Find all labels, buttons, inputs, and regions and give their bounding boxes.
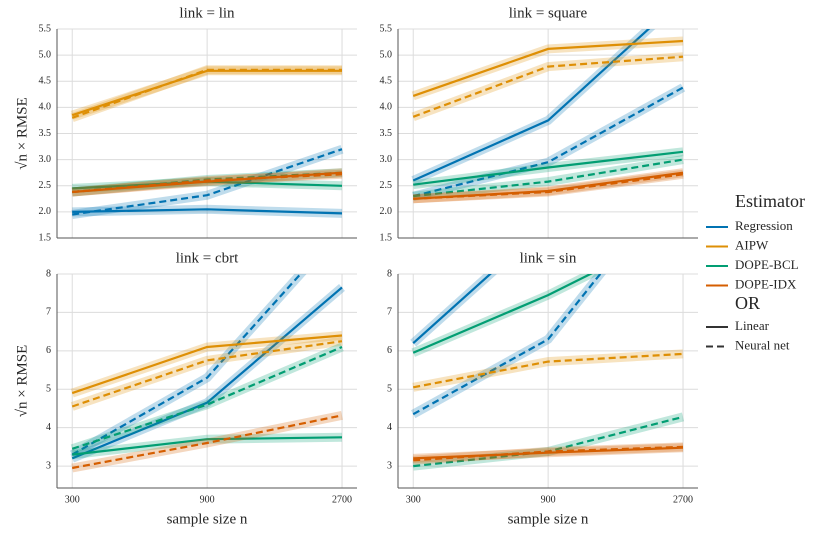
panel-title: link = cbrt	[176, 250, 239, 266]
y-tick-label: 4.5	[39, 76, 52, 87]
y-axis-label: √n × RMSE	[14, 97, 30, 170]
series-line	[71, 334, 343, 395]
panel: link = sin 3 4 5 6 7 8 300 900 2700 sample size n	[387, 250, 698, 527]
series-line	[72, 208, 343, 215]
series-group	[70, 65, 344, 219]
y-tick-label: 4.0	[380, 102, 393, 113]
x-tick-label: 900	[541, 494, 556, 505]
y-tick-label: 8	[387, 268, 392, 279]
y-tick-label: 2.5	[380, 180, 393, 191]
y-tick-label: 5.5	[380, 23, 393, 34]
legend-label: AIPW	[735, 237, 769, 252]
series-line	[72, 173, 343, 194]
series-line	[71, 274, 302, 456]
panel-title: link = sin	[520, 250, 577, 266]
y-tick-label: 2.0	[380, 206, 393, 217]
series-line	[71, 414, 343, 470]
series-line	[413, 158, 684, 198]
y-tick-label: 5	[387, 384, 392, 395]
series-line	[71, 340, 343, 408]
y-tick-label: 3	[387, 460, 392, 471]
y-tick-label: 6	[46, 345, 51, 356]
series-line	[71, 68, 342, 119]
x-tick-label: 900	[200, 494, 215, 505]
y-tick-label: 6	[387, 345, 392, 356]
legend-title: Estimator	[735, 191, 805, 211]
series-line	[412, 86, 684, 198]
panel: link = cbrt 3 4 5 6 7 8 300 900 2700 √n × RMSE samp…	[14, 250, 357, 527]
y-tick-label: 5.0	[39, 49, 52, 60]
y-tick-label: 2.5	[39, 180, 52, 191]
panel: link = lin 1.5 2.0 2.5 3.0 3.5 4.0 4.5 5.0 5.5 √n …	[14, 5, 357, 243]
x-axis-label: sample size n	[167, 511, 248, 527]
x-tick-label: 2700	[673, 494, 693, 505]
y-tick-label: 5.5	[39, 23, 52, 34]
y-tick-label: 2.0	[39, 206, 52, 217]
y-tick-label: 3.0	[39, 154, 52, 165]
legend-label: DOPE-IDX	[735, 276, 797, 291]
series-line	[412, 39, 684, 97]
y-tick-label: 7	[46, 307, 51, 318]
series-line	[413, 150, 684, 186]
series-line	[71, 345, 343, 450]
y-tick-label: 7	[387, 307, 392, 318]
legend-label: Regression	[735, 218, 793, 233]
y-axis-label: √n × RMSE	[14, 345, 30, 418]
panel-title: link = square	[509, 5, 588, 21]
x-axis-label: sample size n	[508, 511, 589, 527]
series-line	[412, 352, 684, 389]
series-line	[412, 274, 602, 416]
y-tick-label: 4.0	[39, 102, 52, 113]
series-line	[413, 173, 684, 200]
series-line	[412, 55, 684, 118]
y-tick-label: 4	[46, 422, 51, 433]
panel-title: link = lin	[179, 5, 235, 21]
legend: Estimator Regression AIPW DOPE-BCL DOPE-IDX O…	[706, 191, 805, 352]
legend-label: Neural net	[735, 337, 790, 352]
series-line	[412, 274, 593, 354]
y-tick-label: 8	[46, 268, 51, 279]
series-line	[412, 29, 651, 182]
series-line	[72, 436, 343, 456]
series-group	[69, 274, 345, 473]
legend-label: DOPE-BCL	[735, 257, 799, 272]
y-tick-label: 4	[387, 422, 392, 433]
y-tick-label: 1.5	[380, 232, 393, 243]
series-group	[411, 29, 686, 204]
y-tick-label: 5	[46, 384, 51, 395]
series-line	[412, 274, 492, 345]
series-line	[72, 148, 343, 216]
panel: link = square 1.5 2.0 2.5 3.0 3.5 4.0 4.5 5.0 5.5	[380, 5, 698, 243]
legend-title: OR	[735, 293, 760, 313]
y-tick-label: 4.5	[380, 76, 393, 87]
x-tick-label: 2700	[332, 494, 352, 505]
x-tick-label: 300	[406, 494, 421, 505]
y-tick-label: 3.5	[380, 128, 393, 139]
x-tick-label: 300	[65, 494, 80, 505]
legend-label: Linear	[735, 318, 770, 333]
y-tick-label: 3.0	[380, 154, 393, 165]
y-tick-label: 5.0	[380, 49, 393, 60]
series-group	[410, 274, 685, 471]
y-tick-label: 3	[46, 460, 51, 471]
y-tick-label: 1.5	[39, 232, 52, 243]
series-line	[71, 286, 343, 460]
series-line	[413, 445, 684, 462]
y-tick-label: 3.5	[39, 128, 52, 139]
